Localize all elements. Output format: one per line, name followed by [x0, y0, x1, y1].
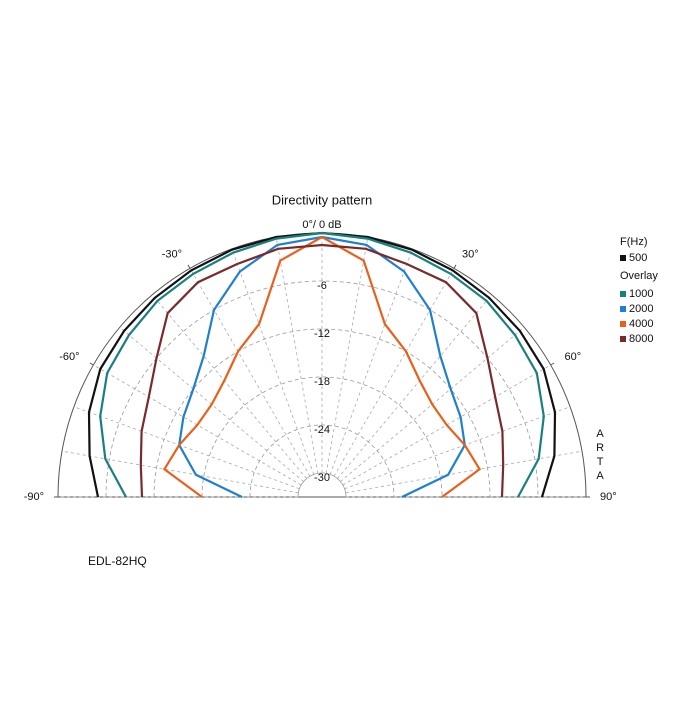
theta-tick-label: -30° [162, 248, 182, 260]
series-line [139, 243, 505, 498]
legend-swatch [620, 291, 626, 297]
legend-title: F(Hz) [620, 236, 648, 248]
radial-grid-line [189, 268, 311, 477]
radial-grid-line [275, 236, 319, 474]
theta-tick-label: 60° [564, 351, 581, 363]
radial-grid-line [231, 248, 315, 475]
r-tick-label: -18 [314, 376, 330, 388]
ring-grid-line [297, 472, 347, 498]
ring-grid-line [201, 376, 443, 498]
radial-grid-line [151, 294, 307, 479]
ring-grid-line [153, 328, 491, 498]
ring-grid-line [249, 424, 395, 498]
radial-grid-line [340, 326, 525, 482]
legend-swatch [620, 321, 626, 327]
overlay-title: Overlay [620, 270, 658, 282]
theta-tick-label: 90° [600, 491, 617, 503]
radial-grid-line [333, 268, 455, 477]
r-tick-label: -30 [314, 472, 330, 484]
radial-grid-line [329, 248, 413, 475]
legend-label: 8000 [629, 333, 653, 345]
legend-label: 2000 [629, 303, 653, 315]
top-label: 0°/ 0 dB [302, 219, 341, 231]
theta-tick [453, 264, 457, 269]
radial-grid-line [73, 406, 300, 490]
footer: EDL-82HQ [88, 554, 147, 568]
legend-label: 1000 [629, 288, 653, 300]
legend-swatch [620, 306, 626, 312]
radial-grid-line [61, 450, 299, 494]
legend-swatch [620, 255, 626, 261]
r-tick-label: -6 [317, 280, 327, 292]
radial-grid-line [337, 294, 493, 479]
r-tick-label: -24 [314, 424, 330, 436]
ring-grid-line [105, 280, 539, 498]
side-label: ARTA [594, 428, 606, 484]
series-line [162, 235, 482, 498]
theta-tick-label: -90° [24, 491, 44, 503]
legend-swatch [620, 336, 626, 342]
radial-grid-line [345, 450, 583, 494]
radial-grid-line [325, 236, 369, 474]
theta-tick [550, 362, 555, 366]
chart-title: Directivity pattern [272, 192, 372, 207]
theta-tick-label: -60° [59, 351, 79, 363]
theta-tick [89, 362, 94, 366]
legend-label: 4000 [629, 318, 653, 330]
series-line [99, 231, 545, 498]
radial-grid-line [344, 406, 571, 490]
theta-tick [187, 264, 191, 269]
legend-label: 500 [629, 252, 647, 264]
theta-tick-label: 30° [462, 248, 479, 260]
r-tick-label: -12 [314, 328, 330, 340]
